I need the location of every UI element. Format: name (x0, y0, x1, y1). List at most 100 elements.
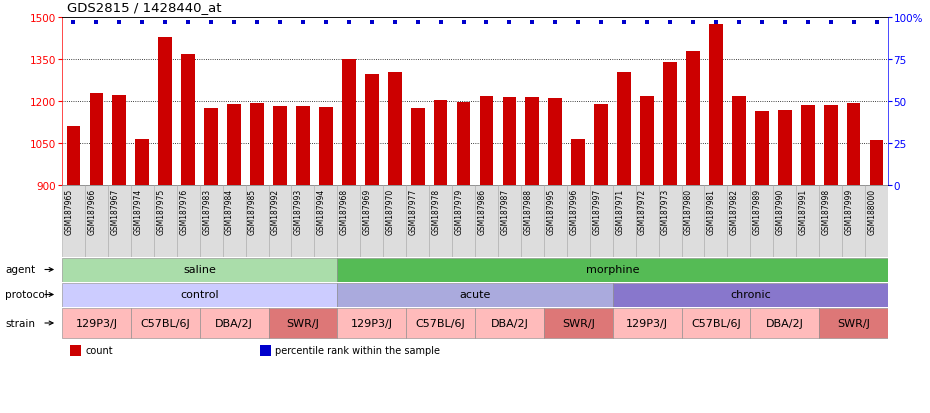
Text: GSM187987: GSM187987 (500, 188, 510, 235)
Text: GSM187989: GSM187989 (752, 188, 762, 235)
Bar (732, 97, 746, 413)
Bar (682, 308, 751, 339)
Text: count: count (86, 345, 113, 355)
Bar (480, 97, 493, 413)
Text: GSM187966: GSM187966 (87, 188, 97, 235)
Bar (544, 185, 566, 257)
Text: DBA/2J: DBA/2J (215, 318, 253, 328)
Text: GSM187991: GSM187991 (799, 188, 807, 235)
Bar (89, 94, 103, 413)
Bar (269, 308, 338, 339)
Text: GSM187974: GSM187974 (133, 188, 142, 235)
Bar (819, 185, 842, 257)
Bar (521, 185, 544, 257)
Bar (338, 258, 888, 282)
Bar (181, 55, 195, 413)
Bar (777, 111, 791, 413)
Text: morphine: morphine (586, 265, 640, 275)
Text: GSM187980: GSM187980 (684, 188, 693, 235)
Bar (200, 308, 269, 339)
Bar (613, 283, 888, 307)
Text: GSM187994: GSM187994 (317, 188, 325, 235)
Text: DBA/2J: DBA/2J (765, 318, 804, 328)
Bar (773, 185, 796, 257)
Bar (383, 185, 406, 257)
Text: protocol: protocol (5, 290, 47, 300)
Bar (62, 258, 338, 282)
Text: 129P3/J: 129P3/J (351, 318, 392, 328)
Text: GSM187972: GSM187972 (638, 188, 647, 235)
Text: GSM187970: GSM187970 (386, 188, 394, 235)
Text: GSM187992: GSM187992 (271, 188, 280, 235)
Bar (250, 104, 264, 413)
Text: GSM187969: GSM187969 (363, 188, 372, 235)
Text: GSM187976: GSM187976 (179, 188, 188, 235)
Text: C57BL/6J: C57BL/6J (416, 318, 465, 328)
Bar (549, 99, 563, 413)
Bar (85, 185, 108, 257)
Bar (819, 308, 888, 339)
Bar (618, 73, 631, 413)
Bar (338, 185, 360, 257)
Bar (870, 141, 884, 413)
Bar (71, 345, 81, 356)
Bar (113, 96, 126, 413)
Bar (411, 109, 424, 413)
Bar (296, 107, 310, 413)
Text: percentile rank within the sample: percentile rank within the sample (275, 345, 440, 355)
Text: SWR/J: SWR/J (562, 318, 594, 328)
Bar (613, 308, 682, 339)
Text: SWR/J: SWR/J (837, 318, 870, 328)
Bar (136, 140, 149, 413)
Bar (62, 185, 85, 257)
Text: GSM187973: GSM187973 (661, 188, 670, 235)
Bar (796, 185, 819, 257)
Bar (342, 60, 355, 413)
Bar (200, 185, 222, 257)
Text: GSM187997: GSM187997 (592, 188, 601, 235)
Text: GSM187995: GSM187995 (546, 188, 555, 235)
Text: GSM187993: GSM187993 (294, 188, 303, 235)
Bar (525, 97, 539, 413)
Text: GSM187978: GSM187978 (432, 188, 441, 235)
Text: GSM187985: GSM187985 (248, 188, 257, 235)
Bar (269, 185, 291, 257)
Bar (246, 185, 269, 257)
Bar (62, 308, 131, 339)
Bar (709, 25, 723, 413)
Text: saline: saline (183, 265, 216, 275)
Bar (544, 308, 613, 339)
Bar (260, 345, 271, 356)
Bar (571, 140, 585, 413)
Bar (406, 308, 475, 339)
Bar (222, 185, 246, 257)
Text: strain: strain (5, 318, 35, 328)
Text: GDS2815 / 1428440_at: GDS2815 / 1428440_at (67, 1, 221, 14)
Bar (433, 100, 447, 413)
Text: GSM187981: GSM187981 (707, 188, 716, 234)
Bar (824, 105, 838, 413)
Bar (498, 185, 521, 257)
Bar (682, 185, 704, 257)
Bar (291, 185, 314, 257)
Text: GSM187975: GSM187975 (156, 188, 166, 235)
Bar (727, 185, 751, 257)
Bar (865, 185, 888, 257)
Bar (338, 308, 406, 339)
Bar (319, 108, 333, 413)
Bar (755, 112, 769, 413)
Text: GSM187965: GSM187965 (64, 188, 73, 235)
Text: GSM187982: GSM187982 (730, 188, 738, 234)
Bar (640, 97, 654, 413)
Bar (158, 38, 172, 413)
Bar (613, 185, 635, 257)
Bar (658, 185, 682, 257)
Text: GSM188000: GSM188000 (868, 188, 877, 235)
Bar (108, 185, 131, 257)
Bar (406, 185, 429, 257)
Bar (751, 308, 819, 339)
Text: GSM187977: GSM187977 (408, 188, 418, 235)
Bar (663, 63, 677, 413)
Text: C57BL/6J: C57BL/6J (691, 318, 741, 328)
Bar (635, 185, 658, 257)
